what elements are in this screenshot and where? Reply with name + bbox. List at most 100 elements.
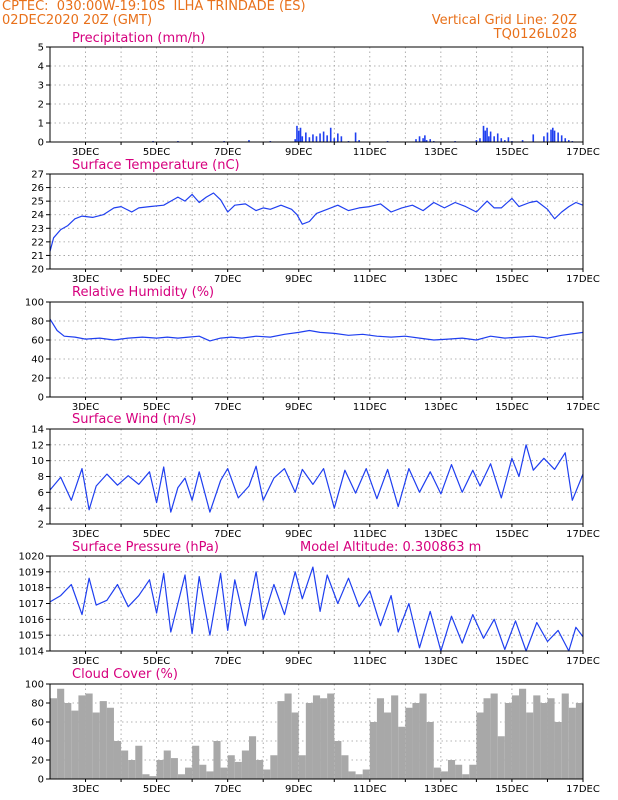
- cloud-cover-bar: [490, 693, 498, 779]
- cloud-cover-bar: [312, 695, 321, 779]
- cloud-cover-bar: [256, 760, 264, 779]
- panel-5: 1014 1015 1016 1017 1018 1019 1020 3DEC 5DEC 7DEC…: [19, 540, 600, 667]
- precip-bar: [424, 135, 426, 142]
- y-tick-label: 2: [38, 520, 44, 531]
- y-tick-label: 25: [31, 197, 44, 208]
- x-date-label: 15DEC: [495, 274, 529, 285]
- x-date-label: 13DEC: [424, 147, 458, 158]
- precip-bar: [337, 133, 339, 142]
- precip-bar: [500, 138, 503, 142]
- cloud-cover-bar: [248, 736, 257, 779]
- cloud-cover-bar: [57, 688, 65, 779]
- y-tick-label: 100: [25, 680, 44, 691]
- y-tick-label: 60: [31, 718, 44, 729]
- y-tick-label: 26: [31, 183, 44, 194]
- x-date-label: 7DEC: [214, 147, 241, 158]
- y-tick-label: 1: [38, 119, 44, 130]
- x-date-label: 7DEC: [214, 274, 241, 285]
- y-tick-label: 20: [31, 265, 44, 276]
- precip-bar: [560, 135, 563, 142]
- precip-bar: [550, 129, 552, 142]
- cloud-cover-bar: [440, 771, 448, 779]
- precip-bar: [504, 140, 506, 142]
- precip-bar: [305, 132, 307, 142]
- panel-title: Cloud Cover (%): [72, 667, 178, 682]
- cloud-cover-bar: [263, 769, 271, 779]
- cloud-cover-bar: [483, 698, 491, 779]
- x-date-label: 17DEC: [566, 784, 600, 795]
- cloud-cover-bar: [540, 703, 548, 779]
- cloud-cover-bar: [220, 767, 228, 779]
- precip-bar: [557, 132, 559, 142]
- precip-bar: [489, 131, 492, 142]
- y-tick-label: 1020: [19, 552, 44, 563]
- series-line: [49, 444, 584, 513]
- x-date-label: 3DEC: [72, 656, 99, 667]
- y-tick-label: 0: [38, 138, 44, 149]
- cloud-cover-bar: [462, 774, 470, 779]
- station-header: CPTEC: 030:00W-19:10S ILHA TRINDADE (ES): [2, 0, 306, 14]
- cloud-cover-bar: [185, 767, 193, 779]
- cloud-cover-bar: [511, 695, 520, 779]
- cloud-cover-bar: [99, 701, 107, 779]
- x-date-label: 5DEC: [143, 147, 170, 158]
- x-date-label: 13DEC: [424, 784, 458, 795]
- cloud-cover-bar: [405, 707, 413, 779]
- cloud-cover-bar: [78, 695, 86, 779]
- precip-bar: [486, 127, 488, 142]
- x-date-label: 3DEC: [72, 147, 99, 158]
- cloud-cover-bar: [391, 695, 399, 779]
- precip-bar: [484, 130, 487, 142]
- x-date-label: 17DEC: [566, 402, 600, 413]
- precip-bar: [532, 134, 535, 142]
- cloud-cover-bar: [469, 764, 477, 779]
- x-date-label: 7DEC: [214, 402, 241, 413]
- cloud-cover-bar: [121, 750, 129, 779]
- y-tick-label: 100: [25, 298, 44, 309]
- y-tick-label: 40: [31, 737, 44, 748]
- x-date-label: 5DEC: [143, 656, 170, 667]
- cloud-cover-bar: [227, 755, 235, 779]
- precip-bar: [297, 130, 300, 142]
- cloud-cover-bar: [170, 758, 178, 779]
- cloud-cover-bar: [575, 703, 583, 779]
- x-date-label: 17DEC: [566, 656, 600, 667]
- cloud-cover-bar: [568, 707, 576, 779]
- plot-frame: [49, 173, 584, 270]
- y-tick-label: 80: [31, 699, 44, 710]
- precip-bar: [354, 132, 357, 142]
- y-tick-label: 4: [38, 504, 44, 515]
- cloud-cover-bar: [341, 755, 349, 779]
- cloud-cover-bar: [398, 726, 406, 779]
- y-tick-label: 6: [38, 488, 44, 499]
- precip-bar: [296, 125, 298, 142]
- precip-bar: [248, 140, 250, 142]
- cloud-cover-bar: [348, 771, 356, 779]
- y-tick-label: 27: [31, 170, 44, 181]
- panel-3: 0 20 40 60 80 100 3DEC 5DEC 7DEC 9DEC 11DEC 13DEC 15…: [25, 285, 600, 413]
- panel-title: Precipitation (mm/h): [72, 31, 205, 46]
- y-tick-label: 2: [38, 100, 44, 111]
- x-date-label: 5DEC: [143, 402, 170, 413]
- cloud-cover-bar: [362, 769, 370, 779]
- y-tick-label: 10: [31, 456, 44, 467]
- x-date-label: 13DEC: [424, 402, 458, 413]
- x-date-label: 11DEC: [353, 656, 387, 667]
- x-date-label: 7DEC: [214, 784, 241, 795]
- precip-bar: [429, 139, 432, 142]
- cloud-cover-bar: [149, 776, 157, 779]
- precip-bar: [415, 139, 417, 142]
- cloud-cover-bar: [355, 774, 363, 779]
- y-tick-label: 1019: [19, 567, 44, 578]
- panel-title: Surface Wind (m/s): [72, 412, 196, 427]
- cloud-cover-bar: [135, 745, 143, 779]
- cloud-cover-bar: [533, 695, 541, 779]
- cloud-cover-bar: [412, 703, 420, 779]
- y-tick-label: 80: [31, 317, 44, 328]
- y-tick-label: 40: [31, 355, 44, 366]
- precip-bar: [551, 127, 554, 142]
- precip-bar: [475, 140, 478, 142]
- cloud-cover-bar: [320, 698, 328, 779]
- precip-bar: [312, 134, 314, 142]
